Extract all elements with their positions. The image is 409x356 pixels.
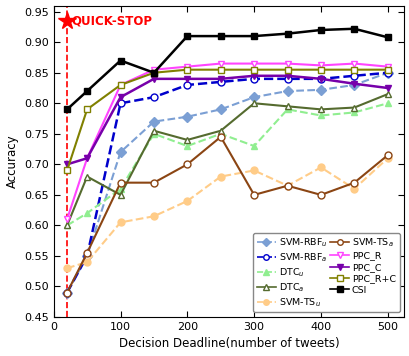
Text: QUICK-STOP: QUICK-STOP — [71, 15, 152, 28]
X-axis label: Decision Deadline(number of tweets): Decision Deadline(number of tweets) — [119, 337, 339, 350]
Legend: SVM-RBF$_{u}$, SVM-RBF$_{a}$, DTC$_{u}$, DTC$_{a}$, SVM-TS$_{u}$, SVM-TS$_{a}$, : SVM-RBF$_{u}$, SVM-RBF$_{a}$, DTC$_{u}$,… — [252, 233, 399, 312]
Y-axis label: Accuracy: Accuracy — [6, 135, 18, 188]
